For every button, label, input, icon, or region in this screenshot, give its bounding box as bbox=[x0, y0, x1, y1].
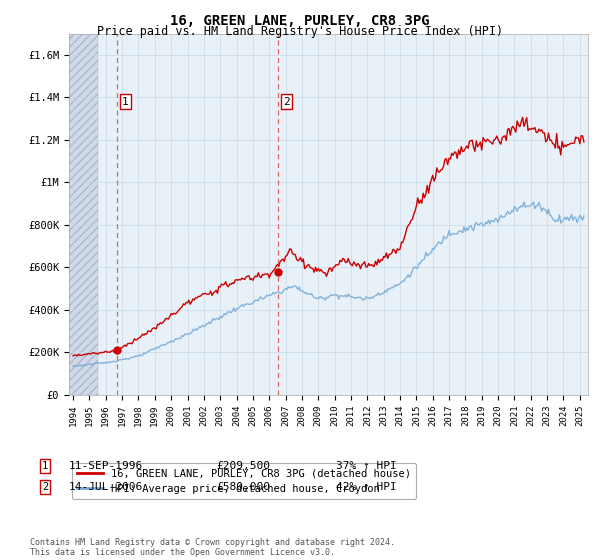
Text: £580,000: £580,000 bbox=[216, 482, 270, 492]
Text: 16, GREEN LANE, PURLEY, CR8 3PG: 16, GREEN LANE, PURLEY, CR8 3PG bbox=[170, 14, 430, 28]
Text: Contains HM Land Registry data © Crown copyright and database right 2024.
This d: Contains HM Land Registry data © Crown c… bbox=[30, 538, 395, 557]
Text: 2: 2 bbox=[42, 482, 48, 492]
Text: 42% ↑ HPI: 42% ↑ HPI bbox=[336, 482, 397, 492]
Bar bbox=[69, 34, 98, 395]
Text: 11-SEP-1996: 11-SEP-1996 bbox=[69, 461, 143, 471]
Text: 1: 1 bbox=[122, 96, 129, 106]
Legend: 16, GREEN LANE, PURLEY, CR8 3PG (detached house), HPI: Average price, detached h: 16, GREEN LANE, PURLEY, CR8 3PG (detache… bbox=[71, 463, 416, 499]
Text: 37% ↑ HPI: 37% ↑ HPI bbox=[336, 461, 397, 471]
Text: 1: 1 bbox=[42, 461, 48, 471]
Text: £209,500: £209,500 bbox=[216, 461, 270, 471]
Text: 14-JUL-2006: 14-JUL-2006 bbox=[69, 482, 143, 492]
Text: 2: 2 bbox=[283, 96, 290, 106]
Text: Price paid vs. HM Land Registry's House Price Index (HPI): Price paid vs. HM Land Registry's House … bbox=[97, 25, 503, 38]
